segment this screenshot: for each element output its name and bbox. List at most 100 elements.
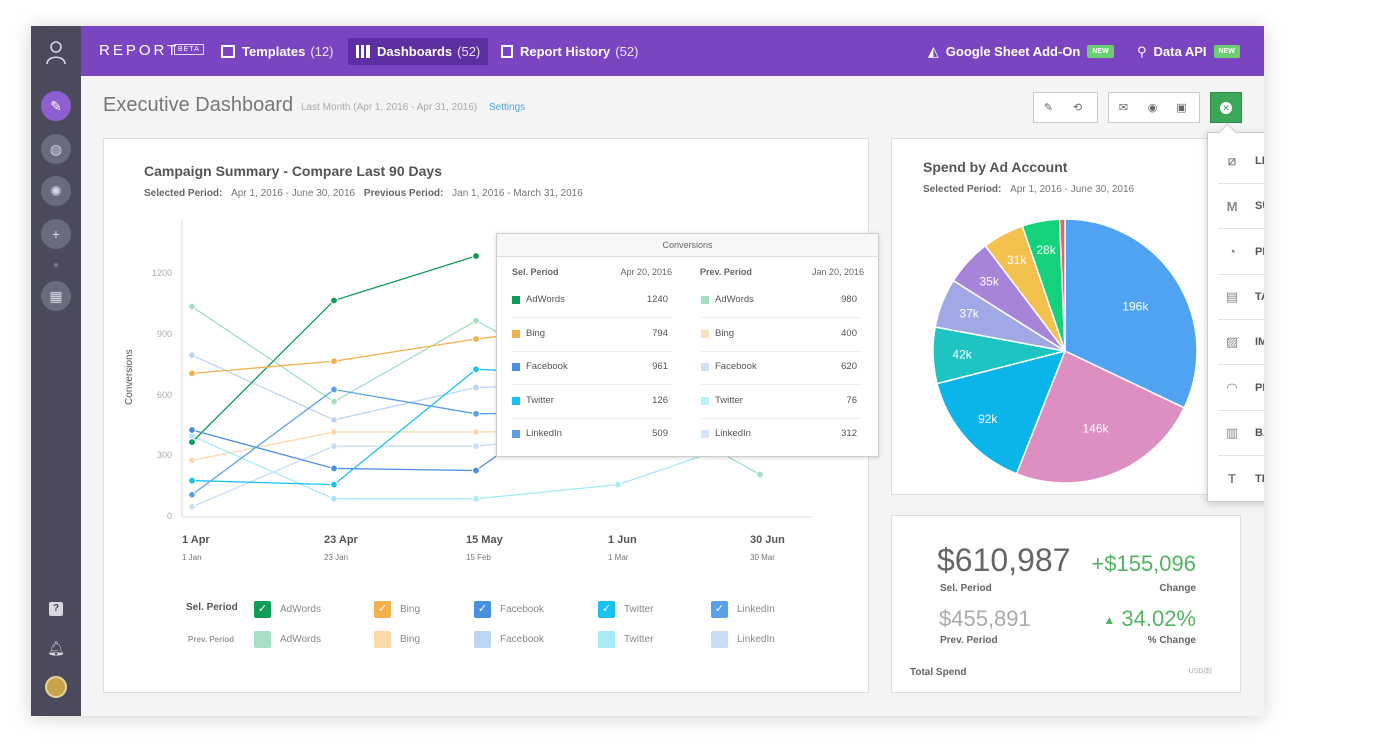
x-tick-label: 30 Jun	[750, 534, 785, 546]
tooltip-prev-date: Jan 20, 2016	[811, 267, 864, 277]
data-api-link[interactable]: ⚲ Data API NEW	[1129, 38, 1248, 65]
data-point[interactable]	[330, 480, 338, 489]
tooltip-swatch	[512, 329, 520, 338]
legend-checkbox-prev-bing[interactable]	[374, 631, 391, 648]
legend-checkbox-sel-facebook[interactable]: ✓	[474, 601, 491, 618]
data-point[interactable]	[614, 480, 622, 489]
nav-dashboards-count: (52)	[457, 44, 481, 59]
data-point[interactable]	[472, 442, 480, 451]
data-point[interactable]	[472, 466, 480, 475]
data-point[interactable]	[330, 442, 338, 451]
refresh-icon[interactable]: ⟲	[1072, 102, 1083, 114]
tooltip-sel-head: Sel. Period	[512, 267, 559, 277]
x-tick-label: 23 Apr	[324, 534, 358, 546]
tooltip-swatch	[701, 329, 709, 338]
legend-checkbox-sel-twitter[interactable]: ✓	[598, 601, 615, 618]
tooltip-series-name: Twitter	[526, 394, 554, 406]
page-title: Executive Dashboard	[103, 94, 294, 116]
data-point[interactable]	[188, 456, 196, 465]
tooltip-row-divider	[701, 350, 861, 352]
data-point[interactable]	[330, 357, 338, 366]
edit-icon[interactable]: ✎	[1043, 102, 1054, 114]
tooltip-swatch	[701, 363, 709, 371]
menu-item-image[interactable]: ▨ IMAGE	[1218, 320, 1264, 366]
add-integration-icon[interactable]: +	[41, 219, 71, 249]
data-point[interactable]	[330, 296, 338, 305]
menu-item-progress[interactable]: ◠ PROGRESS	[1218, 366, 1264, 411]
new-badge: NEW	[1087, 45, 1114, 58]
data-point[interactable]	[472, 383, 480, 392]
user-avatar[interactable]	[45, 676, 67, 698]
data-point[interactable]	[472, 409, 480, 418]
data-point[interactable]	[188, 438, 196, 447]
legend-checkbox-prev-twitter[interactable]	[598, 631, 615, 648]
data-point[interactable]	[330, 428, 338, 436]
data-point[interactable]	[188, 351, 196, 360]
pie-slice[interactable]	[1058, 218, 1066, 352]
pie-slice[interactable]	[1064, 218, 1198, 409]
campaign-periods: Selected Period: Apr 1, 2016 - June 30, …	[144, 188, 583, 199]
drive-icon: ◭	[928, 43, 939, 59]
api-network-icon: ⚲	[1137, 43, 1147, 59]
kpi-prev-value: $455,891	[939, 606, 1031, 631]
menu-item-line-chart[interactable]: ⧄ LINE CHART	[1218, 139, 1264, 184]
menu-item-table[interactable]: ▤ TABLE	[1218, 275, 1264, 320]
notifications-bell-icon[interactable]: 🔔︎	[47, 639, 65, 656]
data-point[interactable]	[188, 426, 196, 434]
legend-label: LinkedIn	[737, 604, 775, 615]
pdf-icon[interactable]: ▣	[1176, 102, 1187, 114]
nav-templates[interactable]: Templates (12)	[213, 38, 341, 65]
legend-label: LinkedIn	[737, 634, 775, 645]
data-point[interactable]	[472, 316, 480, 325]
tooltip-prev-value: 400	[841, 327, 857, 339]
data-point[interactable]	[188, 476, 196, 485]
globe-icon[interactable]: ◍	[41, 134, 71, 164]
pie-slice[interactable]	[936, 349, 1067, 475]
email-icon[interactable]: ✉	[1118, 102, 1129, 114]
data-point[interactable]	[330, 494, 338, 503]
menu-item-text[interactable]: T TEXT	[1218, 456, 1264, 501]
data-point[interactable]	[188, 490, 196, 499]
previous-period-label: Previous Period:	[363, 188, 444, 199]
y-tick-label: 1200	[151, 268, 172, 279]
data-point[interactable]	[330, 385, 338, 394]
kpi-footer-label: Total Spend	[910, 667, 967, 678]
data-point[interactable]	[472, 428, 480, 436]
menu-item-summary[interactable]: M SUMMARY	[1218, 184, 1264, 230]
data-point[interactable]	[330, 397, 338, 406]
settings-link[interactable]: Settings	[489, 102, 526, 113]
user-logo-icon[interactable]	[41, 38, 71, 68]
nav-dashboards[interactable]: Dashboards (52)	[348, 38, 489, 65]
reports-icon[interactable]: ✎	[41, 91, 71, 121]
data-point[interactable]	[188, 302, 196, 311]
legend-checkbox-prev-facebook[interactable]	[474, 631, 491, 648]
menu-item-bar-chart[interactable]: ▥ BAR CHART	[1218, 411, 1264, 456]
google-sheet-addon-link[interactable]: ◭ Google Sheet Add-On NEW	[920, 38, 1122, 65]
data-point[interactable]	[472, 494, 480, 503]
palette-icon[interactable]: ✺	[41, 176, 71, 206]
legend-checkbox-sel-bing[interactable]: ✓	[374, 601, 391, 618]
legend-checkbox-sel-linkedin[interactable]: ✓	[711, 601, 728, 618]
pie-slice[interactable]	[1015, 349, 1186, 484]
pie-slice-label: 35k	[979, 274, 999, 288]
menu-item-pie-chart[interactable]: ◔ PIE CHART	[1218, 230, 1264, 275]
data-point[interactable]	[472, 252, 480, 260]
beta-badge: BETA	[174, 44, 204, 55]
legend-checkbox-prev-linkedin[interactable]	[711, 631, 728, 648]
data-point[interactable]	[188, 369, 196, 378]
preview-eye-icon[interactable]: ◉	[1147, 102, 1158, 114]
table-icon: ▤	[1225, 288, 1239, 304]
data-point[interactable]	[188, 502, 196, 511]
data-point[interactable]	[756, 470, 764, 479]
data-point[interactable]	[330, 415, 338, 424]
legend-checkbox-sel-adwords[interactable]: ✓	[254, 601, 271, 618]
help-icon[interactable]: ?	[41, 594, 71, 624]
data-point[interactable]	[472, 365, 480, 374]
brand-logo[interactable]: REPORT	[99, 42, 180, 59]
data-point[interactable]	[330, 464, 338, 473]
nav-report-history[interactable]: Report History (52)	[493, 38, 646, 65]
apps-grid-icon[interactable]: ▦	[41, 281, 71, 311]
legend-checkbox-prev-adwords[interactable]	[254, 631, 271, 648]
data-point[interactable]	[472, 335, 480, 343]
close-widget-menu-button[interactable]: ✕	[1210, 92, 1242, 123]
